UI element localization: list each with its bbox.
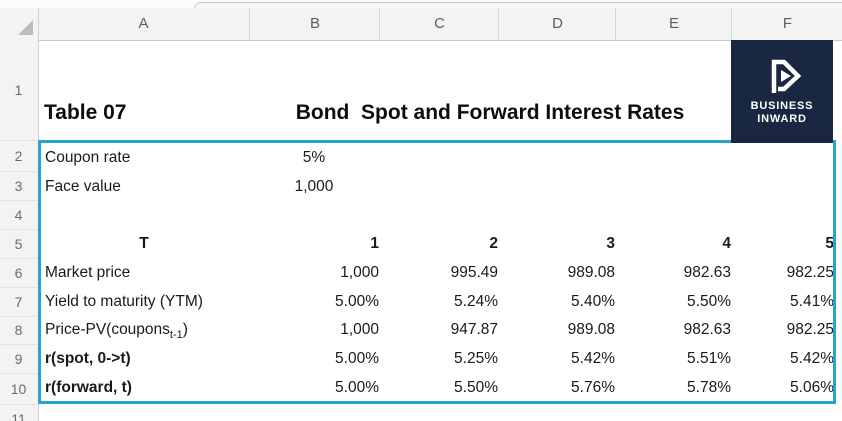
cell-C6[interactable]: 995.49: [450, 264, 498, 281]
cell-B1-title[interactable]: Bond Spot and Forward Interest Rates: [295, 101, 685, 124]
cell-E6[interactable]: 982.63: [683, 264, 731, 281]
logo-d-play-icon: [771, 59, 802, 93]
row-header-11[interactable]: 11: [11, 411, 26, 421]
cell-A2-coupon-rate-label[interactable]: Coupon rate: [45, 149, 131, 166]
cell-B10[interactable]: 5.00%: [335, 379, 379, 396]
sheet-top-edge: [0, 0, 842, 10]
cell-D6[interactable]: 989.08: [567, 264, 615, 281]
row-header-1[interactable]: 1: [0, 40, 37, 141]
row-header-3[interactable]: 3: [0, 172, 37, 201]
cell-B8[interactable]: 1,000: [340, 321, 379, 338]
cell-C10[interactable]: 5.50%: [454, 379, 498, 396]
sheet-tab-outline: [194, 2, 842, 10]
price-pv-label-subscript: t-1: [169, 329, 183, 342]
cell-B5-period-1[interactable]: 1: [370, 235, 379, 252]
cell-B7[interactable]: 5.00%: [335, 293, 379, 310]
row-header-9[interactable]: 9: [0, 345, 37, 374]
cell-C5-period-2[interactable]: 2: [489, 235, 498, 252]
price-pv-label-prefix: Price-PV(coupons: [45, 321, 170, 338]
cell-D9[interactable]: 5.42%: [571, 350, 615, 367]
column-header-F[interactable]: F: [731, 8, 842, 40]
cell-B9[interactable]: 5.00%: [335, 350, 379, 367]
logo-text-line2: INWARD: [757, 113, 807, 125]
column-header-row: [0, 8, 842, 41]
cell-A10-forward-rate-label[interactable]: r(forward, t): [45, 379, 132, 396]
cell-A3-face-value-label[interactable]: Face value: [45, 178, 121, 195]
cell-A6-market-price-label[interactable]: Market price: [45, 264, 131, 281]
cell-B2-coupon-rate-value[interactable]: 5%: [302, 149, 326, 166]
cell-B6[interactable]: 1,000: [340, 264, 379, 281]
row-header-6[interactable]: 6: [0, 259, 37, 288]
row-header-5[interactable]: 5: [0, 230, 37, 259]
cell-D7[interactable]: 5.40%: [571, 293, 615, 310]
cell-B3-face-value-value[interactable]: 1,000: [294, 178, 334, 195]
row-header-4[interactable]: 4: [0, 201, 37, 230]
row-header-10[interactable]: 10: [0, 374, 37, 405]
cell-C7[interactable]: 5.24%: [454, 293, 498, 310]
row-header-column: [0, 40, 39, 421]
cell-F7[interactable]: 5.41%: [790, 293, 834, 310]
cell-A7-ytm-label[interactable]: Yield to maturity (YTM): [45, 293, 203, 310]
row-header-8[interactable]: 8: [0, 316, 37, 345]
cell-C9[interactable]: 5.25%: [454, 350, 498, 367]
price-pv-label-suffix: ): [182, 321, 188, 338]
cell-A1-table-label[interactable]: Table 07: [44, 101, 127, 124]
column-header-A[interactable]: A: [138, 15, 149, 32]
column-header-D[interactable]: D: [498, 8, 616, 40]
cell-E8[interactable]: 982.63: [683, 321, 731, 338]
row-header-2[interactable]: 2: [0, 141, 37, 172]
cell-D8[interactable]: 989.08: [567, 321, 615, 338]
cell-F6[interactable]: 982.25: [786, 264, 834, 281]
cell-C8[interactable]: 947.87: [450, 321, 498, 338]
cell-F9[interactable]: 5.42%: [790, 350, 834, 367]
cell-F8[interactable]: 982.25: [786, 321, 834, 338]
column-header-B[interactable]: B: [249, 8, 380, 40]
cell-E5-period-4[interactable]: 4: [722, 235, 731, 252]
cell-A5-t-header[interactable]: T: [139, 235, 149, 252]
cell-E9[interactable]: 5.51%: [687, 350, 731, 367]
cell-D5-period-3[interactable]: 3: [606, 235, 615, 252]
cell-E10[interactable]: 5.78%: [687, 379, 731, 396]
logo-text-line1: BUSINESS: [750, 100, 814, 112]
cell-A9-spot-rate-label[interactable]: r(spot, 0->t): [45, 350, 131, 367]
cell-A8-price-pv-label[interactable]: Price-PV(couponst-1): [39, 315, 255, 344]
cell-F10[interactable]: 5.06%: [790, 379, 834, 396]
cell-E7[interactable]: 5.50%: [687, 293, 731, 310]
select-all-triangle-icon: [18, 20, 33, 35]
cell-D10[interactable]: 5.76%: [571, 379, 615, 396]
column-header-E[interactable]: E: [615, 8, 732, 40]
business-inward-logo: BUSINESS INWARD: [731, 40, 833, 143]
select-all-corner[interactable]: [0, 8, 39, 40]
column-header-C[interactable]: C: [379, 8, 499, 40]
cell-F5-period-5[interactable]: 5: [825, 235, 834, 252]
row-header-7[interactable]: 7: [0, 288, 37, 317]
